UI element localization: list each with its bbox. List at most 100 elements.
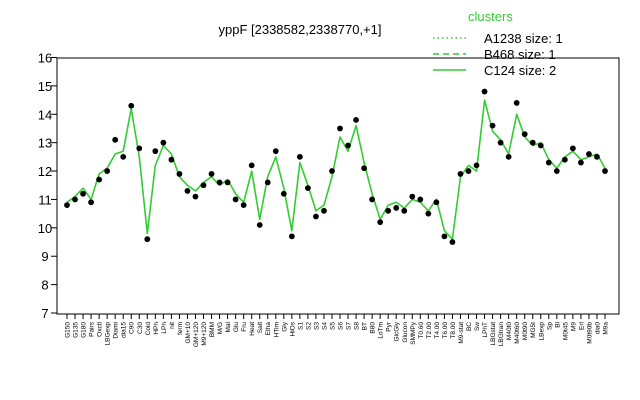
x-tick-label: S2 — [305, 322, 312, 330]
x-tick-label: Gly — [281, 321, 288, 332]
x-tick-label: Sw — [474, 322, 481, 331]
data-point — [160, 139, 167, 146]
data-point — [152, 148, 159, 155]
x-tick-label: HPh — [153, 322, 160, 335]
y-tick-label: 8 — [41, 278, 48, 293]
data-point — [369, 196, 376, 203]
data-point — [553, 168, 560, 174]
data-point — [192, 193, 199, 200]
x-tick-label: Cold — [145, 322, 152, 336]
x-tick-label: dia0 — [594, 322, 601, 335]
x-tick-label: M40t0 — [506, 322, 513, 340]
data-point — [473, 162, 480, 169]
x-tick-label: G180 — [81, 322, 88, 338]
chart-title: yppF [2338582,2338770,+1] — [218, 22, 381, 37]
data-point — [513, 100, 520, 106]
data-point — [537, 142, 544, 149]
y-tick-label: 16 — [38, 51, 52, 66]
y-tick-label: 13 — [38, 136, 52, 151]
x-tick-label: SMMPy — [410, 321, 417, 345]
y-tick-label: 15 — [38, 79, 52, 94]
data-point — [232, 196, 239, 203]
x-tick-label: Sp — [546, 322, 553, 330]
x-tick-label: M9a — [603, 322, 610, 335]
data-point — [208, 170, 215, 177]
data-point — [569, 145, 576, 152]
x-tick-label: G150 — [65, 322, 72, 338]
data-point — [112, 136, 119, 143]
x-tick-label: M40t60 — [514, 322, 521, 344]
x-tick-label: Etha — [265, 322, 272, 336]
x-tick-label: S8 — [354, 322, 361, 330]
data-point — [545, 159, 552, 166]
x-tick-label: Diami — [113, 322, 120, 339]
x-tick-label: S1 — [297, 322, 304, 330]
x-tick-label: M9 — [570, 322, 577, 331]
data-point — [216, 179, 223, 186]
data-point — [272, 148, 279, 155]
x-tick-label: Oxctl — [97, 321, 104, 336]
y-axis: 7 8 9 10 11 12 13 14 15 16 — [38, 51, 57, 321]
y-tick-label: 11 — [38, 192, 52, 207]
data-point — [96, 176, 103, 183]
x-tick-label: Pyr — [386, 321, 393, 332]
x-tick-label: Heat — [249, 322, 256, 336]
y-tick-label: 14 — [38, 107, 52, 122]
data-point — [393, 205, 400, 211]
data-point — [377, 219, 384, 226]
series-line — [66, 99, 606, 240]
data-point — [128, 102, 135, 109]
x-tick-label: S3 — [313, 322, 320, 330]
x-tick-label: S4 — [321, 322, 328, 330]
legend-label: A1238 size: 1 — [484, 31, 563, 46]
data-point — [401, 207, 408, 214]
legend-label: B468 size: 1 — [484, 47, 556, 62]
data-point — [561, 156, 568, 163]
data-point — [457, 170, 464, 177]
x-tick-label: HTim — [273, 322, 280, 337]
x-tick-label: M/G — [217, 322, 224, 334]
data-point — [168, 156, 175, 163]
x-tick-label: S5 — [329, 322, 336, 330]
data-point — [505, 153, 512, 160]
data-point — [264, 179, 271, 186]
x-tick-label: B80 — [370, 322, 377, 334]
data-point — [586, 151, 592, 157]
x-tick-label: T0.60 — [418, 322, 425, 339]
x-tick-label: T8.00 — [450, 322, 457, 339]
data-point — [345, 142, 351, 149]
y-tick-label: 10 — [38, 221, 52, 236]
data-point — [602, 168, 608, 174]
x-tick-label: Glucon — [402, 322, 409, 343]
x-tick-label: LBGtran — [498, 322, 505, 347]
x-tick-label: nit — [169, 322, 176, 329]
data-point — [433, 199, 440, 206]
x-tick-label: T6.00 — [442, 322, 449, 339]
data-point — [240, 202, 247, 209]
data-point — [409, 193, 416, 200]
data-point — [296, 153, 303, 160]
data-point — [497, 139, 504, 146]
data-point — [80, 190, 86, 197]
data-point — [449, 239, 456, 245]
data-point — [594, 153, 600, 160]
x-tick-label: Erl — [578, 321, 585, 330]
data-point — [353, 117, 359, 123]
x-tick-label: C30 — [137, 322, 144, 334]
data-point — [136, 145, 143, 152]
x-tick-label: MG5t — [530, 322, 537, 338]
data-point — [224, 179, 231, 186]
data-point — [465, 168, 472, 174]
data-point — [385, 207, 392, 214]
data-point — [144, 236, 151, 243]
data-point — [578, 159, 584, 166]
x-tick-label: LBGexp — [105, 322, 112, 346]
x-tick-label: LoTm — [378, 322, 385, 339]
plot-frame — [56, 57, 620, 315]
x-tick-label: Glu — [233, 322, 240, 333]
x-tick-label: LBexp — [538, 322, 545, 341]
data-point — [288, 233, 295, 240]
legend-label: C124 size: 2 — [484, 63, 556, 78]
